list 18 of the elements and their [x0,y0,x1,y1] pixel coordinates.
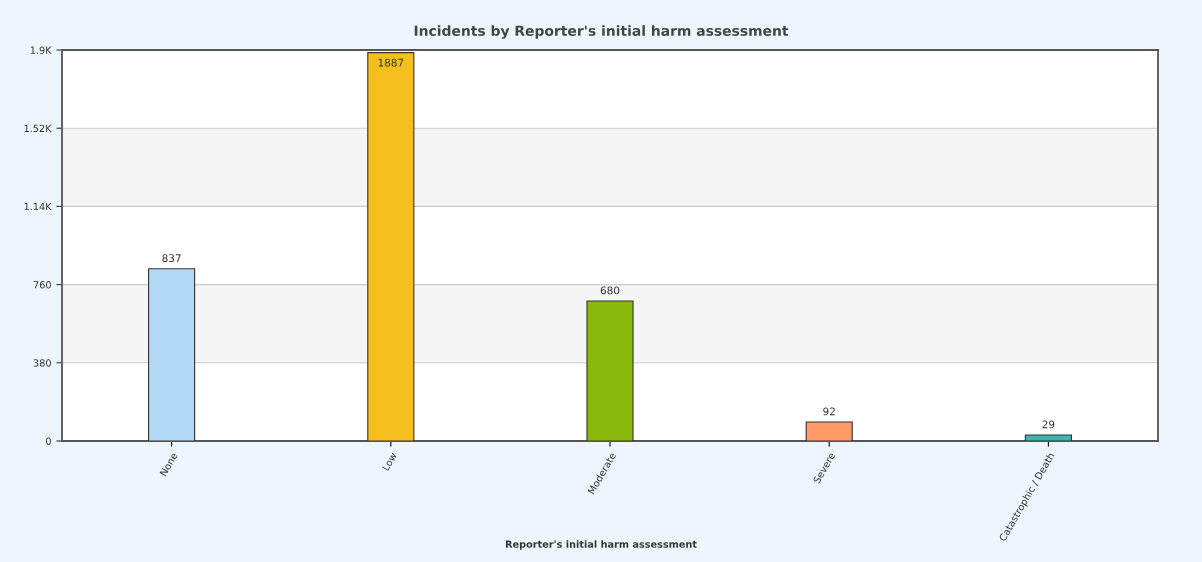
bar [1024,434,1072,441]
y-tick-label: 380 [33,359,51,367]
y-tick-label: 0 [46,437,51,445]
bar [148,268,196,441]
y-tick-label: 760 [33,281,51,289]
bar [805,421,853,441]
bar [367,52,415,441]
y-tick-label: 1.9K [30,46,52,54]
chart-title: Incidents by Reporter's initial harm assessment [414,25,789,39]
x-axis-title: Reporter's initial harm assessment [505,540,697,550]
bar [586,300,634,441]
y-tick-label: 1.52K [24,124,52,133]
data-label: 92 [823,407,835,416]
data-label: 29 [1042,420,1055,429]
y-tick-label: 1.14K [24,203,52,211]
data-label: 680 [600,286,620,295]
data-label: 837 [162,254,181,263]
data-label: 1887 [378,58,404,67]
